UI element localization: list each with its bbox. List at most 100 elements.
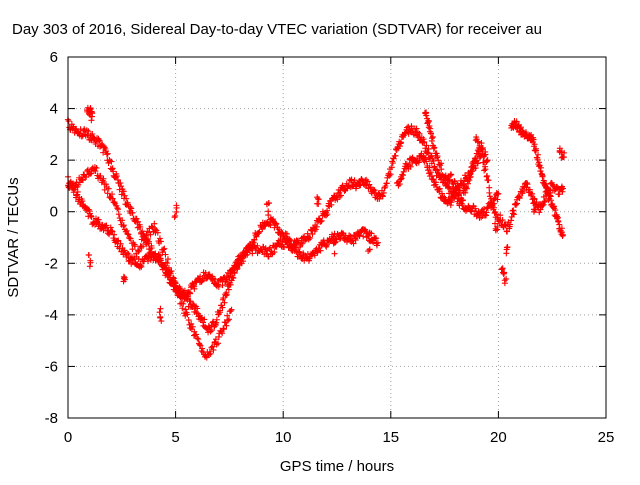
- data-point: [540, 201, 547, 208]
- data-point: [273, 220, 280, 227]
- data-point: [457, 187, 464, 194]
- data-point: [239, 255, 246, 262]
- data-point: [165, 264, 172, 271]
- data-point: [478, 145, 485, 152]
- data-point: [196, 341, 203, 348]
- data-point: [366, 246, 373, 253]
- data-point: [164, 260, 171, 267]
- data-point: [481, 167, 488, 174]
- data-point: [152, 251, 159, 258]
- data-point: [121, 247, 128, 254]
- data-point: [227, 281, 234, 288]
- data-point: [147, 231, 154, 238]
- data-point: [312, 226, 319, 233]
- data-point: [324, 211, 331, 218]
- data-point: [431, 163, 438, 170]
- data-point: [516, 195, 523, 202]
- data-point: [223, 322, 230, 329]
- data-point: [129, 209, 136, 216]
- data-point: [307, 235, 314, 242]
- data-point: [243, 248, 250, 255]
- data-point: [337, 192, 344, 199]
- data-point: [265, 208, 272, 215]
- data-point: [119, 217, 126, 224]
- data-point: [559, 185, 566, 192]
- data-point: [537, 206, 544, 213]
- data-point: [494, 196, 501, 203]
- data-point: [462, 189, 469, 196]
- data-point: [388, 164, 395, 171]
- data-point: [225, 286, 232, 293]
- data-point: [373, 242, 380, 249]
- data-point: [108, 158, 115, 165]
- data-point: [145, 238, 152, 245]
- data-point: [472, 205, 479, 212]
- data-point: [168, 268, 175, 275]
- data-point: [118, 191, 125, 198]
- data-point: [323, 241, 330, 248]
- data-point: [95, 137, 102, 144]
- data-point: [109, 228, 116, 235]
- data-point: [88, 170, 95, 177]
- data-point: [267, 244, 274, 251]
- data-point: [127, 204, 134, 211]
- data-point: [145, 235, 152, 242]
- data-point: [558, 229, 565, 236]
- data-point: [374, 239, 381, 246]
- data-point: [157, 313, 164, 320]
- data-point: [213, 319, 220, 326]
- data-point: [156, 309, 163, 316]
- data-point: [219, 330, 226, 337]
- y-tick-label: 0: [50, 204, 58, 221]
- data-point: [516, 125, 523, 132]
- data-point: [164, 256, 171, 263]
- data-point: [441, 173, 448, 180]
- data-point: [386, 172, 393, 179]
- data-point: [318, 242, 325, 249]
- data-point: [184, 311, 191, 318]
- data-point: [172, 212, 179, 219]
- data-point: [109, 191, 116, 198]
- data-point: [529, 190, 536, 197]
- data-point: [220, 326, 227, 333]
- data-point: [318, 217, 325, 224]
- data-point: [350, 240, 357, 247]
- data-point: [176, 290, 183, 297]
- data-point: [507, 221, 514, 228]
- data-point: [193, 309, 200, 316]
- data-point: [104, 190, 111, 197]
- data-point: [541, 199, 548, 206]
- x-tick-label: 5: [171, 429, 179, 446]
- data-point: [453, 190, 460, 197]
- data-point: [534, 156, 541, 163]
- data-point: [336, 193, 343, 200]
- data-point: [472, 137, 479, 144]
- data-point: [160, 246, 167, 253]
- data-point: [115, 211, 122, 218]
- data-point: [158, 318, 165, 325]
- data-point: [65, 184, 72, 191]
- data-point: [264, 201, 271, 208]
- data-point: [194, 305, 201, 312]
- data-point: [207, 350, 214, 357]
- data-point: [387, 171, 394, 178]
- data-point: [513, 118, 520, 125]
- data-point: [215, 283, 222, 290]
- data-point: [421, 138, 428, 145]
- data-point: [182, 306, 189, 313]
- data-point: [366, 237, 373, 244]
- data-point: [208, 327, 215, 334]
- data-point: [79, 198, 86, 205]
- data-point: [133, 254, 140, 261]
- data-point: [78, 176, 85, 183]
- data-point: [276, 226, 283, 233]
- data-point: [434, 169, 441, 176]
- data-point: [479, 152, 486, 159]
- data-point: [142, 235, 149, 242]
- data-point: [281, 244, 288, 251]
- data-point: [317, 247, 324, 254]
- data-point: [172, 279, 179, 286]
- chart-title: Day 303 of 2016, Sidereal Day-to-day VTE…: [12, 21, 542, 38]
- data-points: [64, 104, 568, 361]
